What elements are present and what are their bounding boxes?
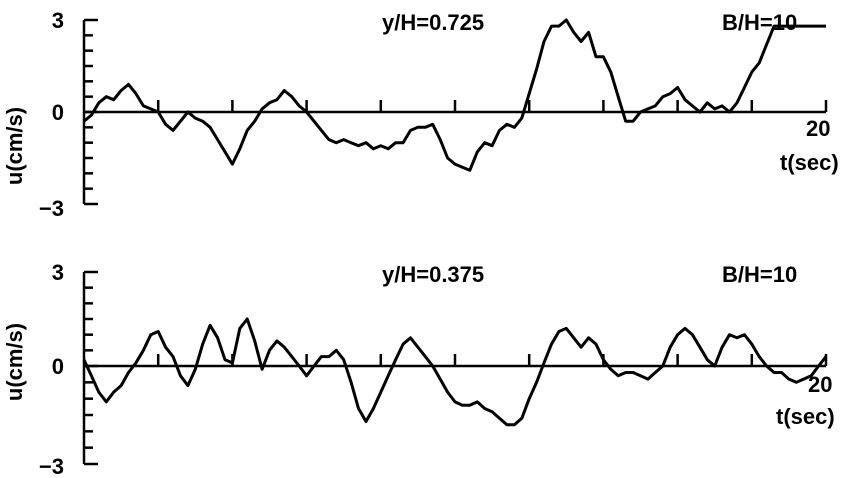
y-tick-label-top: 3 (52, 8, 64, 33)
x-tick-label-20: 20 (806, 116, 830, 141)
y-tick-label-bottom: −3 (39, 454, 64, 478)
panel-bottom: 3 0 −3 u(cm/s) 20 t(sec) y/H=0.375 B/H=1… (2, 260, 835, 478)
y-tick-marks (84, 18, 98, 206)
x-tick-marks (156, 100, 828, 112)
y-tick-label-zero: 0 (52, 100, 64, 125)
y-tick-label-top: 3 (52, 260, 64, 285)
panel-top: 3 0 −3 u(cm/s) 20 t(sec) y/H=0.725 B/H=1… (2, 8, 839, 221)
y-tick-marks (84, 270, 98, 466)
annotation-yh: y/H=0.375 (382, 262, 484, 287)
x-axis-label: t(sec) (776, 404, 835, 429)
x-axis-label: t(sec) (780, 150, 839, 175)
annotation-yh: y/H=0.725 (382, 10, 484, 35)
annotation-bh: B/H=10 (722, 262, 797, 287)
y-tick-label-zero: 0 (52, 354, 64, 379)
velocity-series-line (83, 18, 826, 172)
annotation-bh: B/H=10 (722, 10, 797, 35)
y-tick-label-bottom: −3 (39, 196, 64, 221)
y-axis-label: u(cm/s) (2, 323, 27, 401)
y-axis-label: u(cm/s) (2, 107, 27, 185)
velocity-series-line (82, 317, 828, 427)
